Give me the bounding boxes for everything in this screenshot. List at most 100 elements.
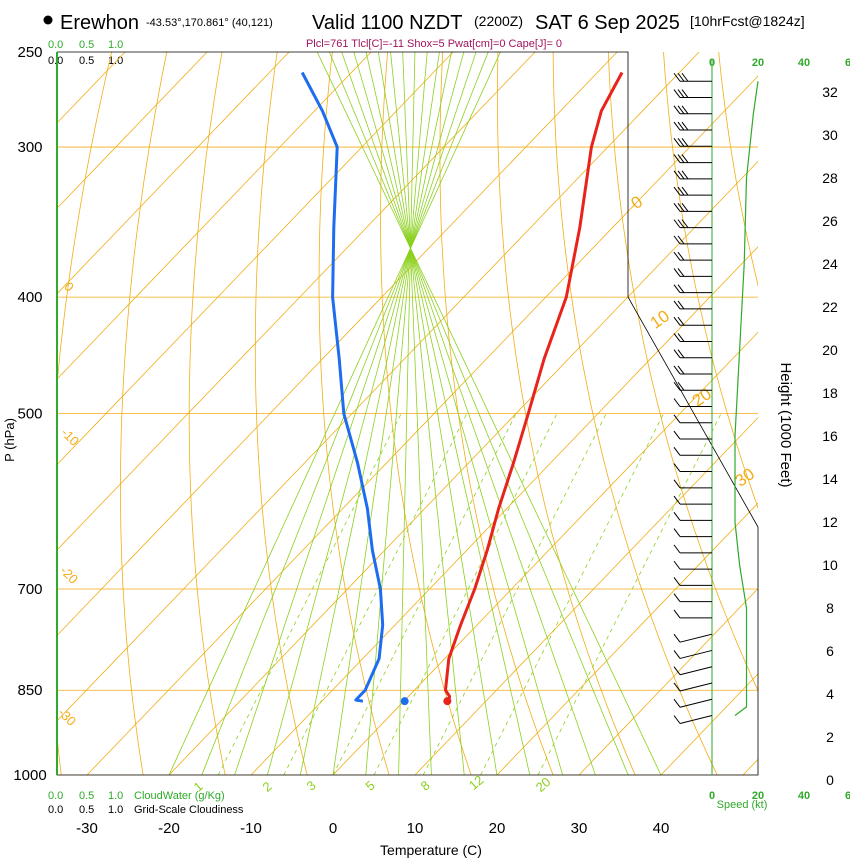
isotherm-line bbox=[57, 52, 290, 295]
isotherm-line bbox=[250, 246, 758, 775]
dry-adiabat-line bbox=[826, 31, 850, 801]
wind-barb-flag bbox=[673, 89, 681, 98]
mixing-ratio-label: 3 bbox=[304, 777, 319, 793]
moist-adiabat-line bbox=[390, 52, 465, 775]
temperature-tick-label: -30 bbox=[76, 820, 98, 837]
dry-adiabat-line bbox=[496, 52, 636, 775]
temperature-tick-label: 20 bbox=[489, 820, 506, 837]
wind-barb-flag bbox=[673, 268, 681, 277]
chart-subtitle: Plcl=761 Tlcl[C]=-11 Shox=5 Pwat[cm]=0 C… bbox=[306, 38, 562, 50]
speed-tick-top: 6 bbox=[845, 57, 850, 69]
wind-barb-flag bbox=[677, 121, 685, 131]
profiles-layer bbox=[300, 71, 624, 706]
cloud-top-black-0: 0.0 bbox=[48, 55, 63, 67]
moist-adiabat-line bbox=[365, 52, 531, 775]
wind-barb-flag bbox=[673, 666, 681, 676]
dry-adiabat-line bbox=[552, 52, 718, 775]
height-tick-label: 10 bbox=[822, 557, 838, 573]
chart-title-valid: Valid 1100 NZDT bbox=[312, 12, 462, 34]
wind-barb-staff bbox=[679, 682, 713, 692]
cloud-bottom-black-1: 0.5 bbox=[79, 804, 94, 816]
speed-tick-top: 40 bbox=[798, 57, 810, 69]
chart-title-utc: (2200Z) bbox=[474, 13, 523, 29]
pressure-tick-label: 1000 bbox=[13, 767, 46, 784]
moist-adiabat-line bbox=[168, 52, 501, 775]
wind-barb-flag bbox=[673, 495, 681, 505]
wind-barb-flag bbox=[677, 284, 685, 293]
wind-barb-flag bbox=[677, 154, 685, 163]
wind-barb-flag bbox=[677, 316, 685, 326]
wind-barb-flag bbox=[677, 138, 685, 147]
isotherm-line bbox=[660, 673, 758, 775]
wind-barb-flag bbox=[673, 682, 681, 692]
cloudwater-label: CloudWater (g/Kg) bbox=[134, 790, 225, 802]
isotherm-line bbox=[332, 331, 758, 775]
temperature-axis-label: Temperature (C) bbox=[380, 842, 482, 858]
pressure-tick-label: 250 bbox=[17, 44, 42, 61]
mixing-ratio-line bbox=[480, 413, 664, 775]
wind-barb-flag bbox=[677, 89, 685, 98]
height-tick-label: 26 bbox=[822, 213, 838, 229]
wind-barb-flag bbox=[673, 463, 681, 472]
moist-adiabat-line bbox=[332, 52, 440, 775]
wind-barb-flag bbox=[681, 219, 689, 228]
isotherm-line bbox=[168, 160, 758, 775]
cloud-top-green-0: 0.0 bbox=[48, 39, 63, 51]
speed-tick-bottom: 6 bbox=[845, 790, 850, 802]
height-tick-label: 12 bbox=[822, 514, 838, 530]
chart-title-forecast: [10hrFcst@1824z] bbox=[690, 13, 805, 29]
wind-barb-flag bbox=[681, 89, 689, 98]
dry-adiabat-line bbox=[318, 52, 390, 775]
wind-barb-flag bbox=[673, 235, 681, 245]
wind-barb-flag bbox=[673, 284, 681, 293]
left-isotherm-label: -30 bbox=[55, 705, 79, 729]
wind-barb-flag bbox=[677, 72, 685, 82]
wind-barb-flag bbox=[673, 715, 681, 724]
isotherm-line bbox=[414, 417, 758, 775]
temperature-tick-label: 10 bbox=[407, 820, 424, 837]
left-isotherm-label: 0 bbox=[61, 279, 77, 295]
wind-barb-staff bbox=[679, 715, 713, 724]
moist-adiabat-line bbox=[341, 52, 596, 775]
height-tick-label: 2 bbox=[826, 729, 834, 745]
pressure-axis-label: P (hPa) bbox=[2, 418, 17, 462]
wind-barb-flag bbox=[673, 333, 681, 342]
wind-barb-flag bbox=[673, 349, 681, 359]
cloud-top-black-1: 0.5 bbox=[79, 55, 94, 67]
wind-barb-flag bbox=[673, 72, 681, 82]
cloud-bottom-green-1: 0.5 bbox=[79, 790, 94, 802]
height-tick-label: 14 bbox=[822, 471, 838, 487]
wind-barb-flag bbox=[673, 316, 681, 326]
wind-barb-flag bbox=[677, 365, 685, 375]
temperature-tick-label: 40 bbox=[653, 820, 670, 837]
wind-barb-flag bbox=[673, 512, 681, 521]
isotherm-line bbox=[57, 52, 454, 466]
wind-barb-flag bbox=[673, 414, 681, 424]
wind-barb-flag bbox=[673, 633, 681, 643]
wind-barb-flag bbox=[677, 251, 685, 261]
wind-barb-flag bbox=[677, 203, 685, 212]
height-tick-label: 16 bbox=[822, 428, 838, 444]
isotherm-line bbox=[496, 502, 758, 775]
wind-barb-flag bbox=[677, 300, 685, 310]
wind-barb-staff bbox=[679, 633, 713, 643]
moist-adiabat-line bbox=[402, 52, 432, 775]
left-isotherm-label: -10 bbox=[58, 425, 82, 449]
wind-barb-flag bbox=[681, 203, 689, 212]
dry-adiabat-line bbox=[254, 52, 308, 775]
isotherm-line bbox=[57, 52, 372, 380]
height-tick-label: 28 bbox=[822, 170, 838, 186]
isotherm-line bbox=[86, 75, 758, 775]
chart-title-coords: -43.53°,170.861° (40,121) bbox=[146, 17, 273, 29]
wind-barb-flag bbox=[673, 544, 681, 554]
moist-adiabat-line bbox=[299, 52, 452, 775]
wind-barb-staff bbox=[679, 666, 713, 676]
wind-barb-flag bbox=[677, 235, 685, 245]
wind-barb-flag bbox=[681, 72, 689, 82]
isotherm-line bbox=[57, 52, 536, 551]
station-marker bbox=[43, 15, 53, 25]
temperature-tick-label: 30 bbox=[571, 820, 588, 837]
